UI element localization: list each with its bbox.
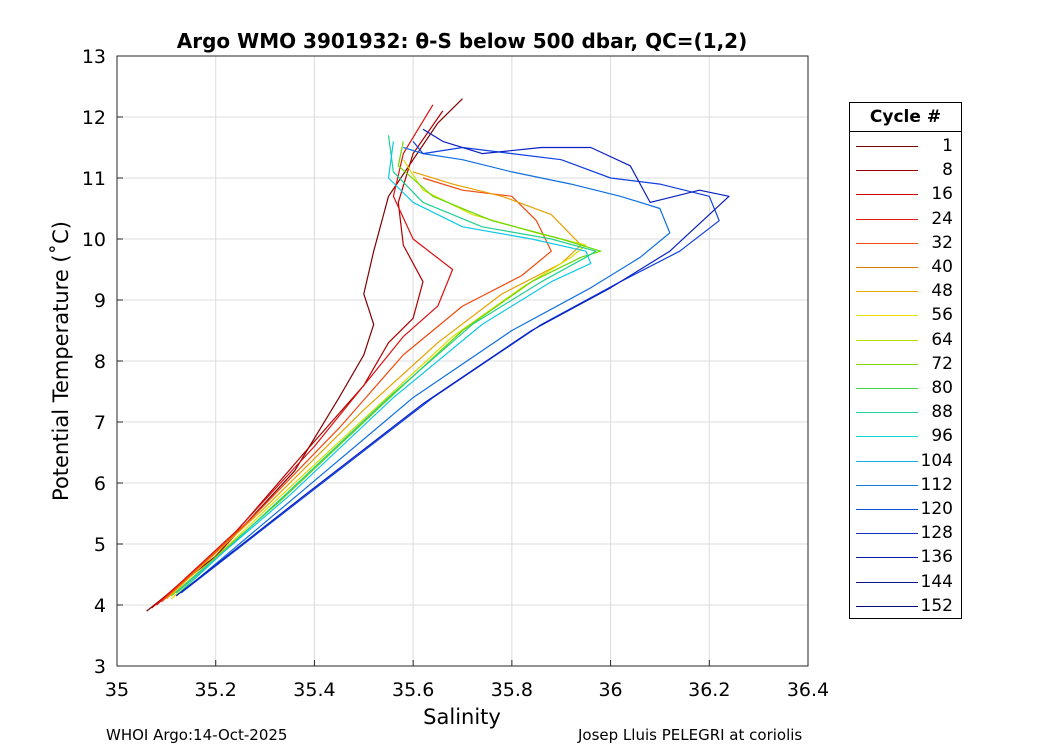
series-line-2: [156, 104, 454, 606]
x-axis-label: Salinity: [423, 705, 501, 729]
legend-entry: 88: [850, 401, 961, 425]
legend-entry: 64: [850, 329, 961, 353]
x-tick-label: 35.2: [195, 679, 237, 701]
legend-swatch: [856, 315, 918, 317]
y-tick-label: 6: [94, 473, 106, 495]
y-tick-label: 5: [94, 534, 106, 556]
legend: Cycle # 1 8 16 24 32 40 48 56 64 72 80 88 96 104 112 12…: [849, 102, 962, 619]
legend-label: 8: [942, 160, 953, 181]
legend-entry: 152: [850, 595, 961, 619]
footer-source: WHOI Argo:14-Oct-2025: [106, 726, 288, 744]
x-tick-label: 35.6: [392, 679, 434, 701]
legend-swatch: [856, 605, 918, 607]
legend-title: Cycle #: [850, 103, 961, 132]
series-layer: [146, 98, 730, 612]
x-tick-label: 35.4: [293, 679, 335, 701]
y-axis-label: Potential Temperature (˚C): [49, 221, 73, 501]
legend-label: 96: [931, 426, 953, 447]
series-line-5: [170, 159, 587, 600]
legend-swatch: [856, 339, 918, 341]
legend-swatch: [856, 460, 918, 462]
legend-label: 24: [931, 208, 953, 229]
legend-entry: 80: [850, 377, 961, 401]
legend-entry: 128: [850, 522, 961, 546]
legend-swatch: [856, 388, 918, 389]
legend-swatch: [856, 557, 918, 559]
legend-label: 72: [931, 353, 953, 374]
legend-entry: 104: [850, 450, 961, 474]
footer-credit: Josep Lluis PELEGRI at coriolis: [578, 726, 803, 744]
legend-entry: 8: [850, 159, 961, 183]
legend-entry: 72: [850, 353, 961, 377]
legend-label: 136: [920, 547, 953, 568]
legend-swatch: [856, 533, 918, 535]
legend-entry: 120: [850, 498, 961, 522]
x-tick-label: 35.8: [491, 679, 533, 701]
legend-entry: 96: [850, 425, 961, 449]
legend-swatch: [856, 363, 918, 365]
legend-label: 120: [920, 499, 953, 519]
legend-label: 1: [942, 136, 953, 156]
legend-label: 88: [931, 402, 953, 423]
y-tick-label: 8: [94, 351, 106, 373]
y-tick-label: 7: [94, 412, 106, 434]
legend-entry: 32: [850, 232, 961, 256]
y-tick-label: 11: [82, 168, 106, 190]
legend-label: 56: [931, 305, 953, 326]
series-line-1: [151, 110, 444, 609]
chart-title: Argo WMO 3901932: θ-S below 500 dbar, QC…: [177, 29, 747, 53]
legend-label: 104: [920, 450, 953, 471]
legend-entry: 48: [850, 280, 961, 304]
legend-swatch: [856, 170, 918, 172]
legend-label: 128: [920, 523, 953, 544]
series-line-9: [180, 146, 671, 594]
legend-label: 80: [931, 378, 953, 398]
x-tick-label: 36.2: [688, 679, 730, 701]
legend-entry: 24: [850, 208, 961, 232]
y-tick-label: 10: [82, 229, 106, 251]
y-tick-label: 3: [94, 656, 106, 678]
series-line-11: [175, 128, 730, 597]
legend-swatch: [856, 484, 918, 486]
series-line-8: [175, 141, 592, 594]
legend-entry: 16: [850, 183, 961, 207]
legend-swatch: [856, 581, 918, 583]
y-tick-label: 9: [94, 290, 106, 312]
legend-entry: 1: [850, 135, 961, 159]
y-tick-label: 12: [82, 107, 106, 129]
series-line-7: [175, 135, 597, 597]
x-tick-label: 36: [598, 679, 622, 701]
legend-swatch: [856, 509, 918, 510]
legend-entry: 136: [850, 546, 961, 570]
legend-entry: 144: [850, 571, 961, 595]
x-tick-label: 36.4: [787, 679, 829, 701]
x-tick-label: 35: [105, 679, 129, 701]
legend-label: 48: [931, 281, 953, 302]
legend-swatch: [856, 242, 918, 244]
legend-label: 32: [931, 232, 953, 253]
legend-label: 112: [920, 474, 953, 495]
y-tick-label: 13: [82, 46, 106, 68]
legend-label: 40: [931, 257, 953, 277]
legend-swatch: [856, 436, 918, 438]
legend-swatch: [856, 412, 918, 414]
legend-swatch: [856, 194, 918, 196]
legend-swatch: [856, 146, 918, 147]
legend-label: 144: [920, 571, 953, 592]
y-tick-label: 4: [94, 595, 106, 617]
legend-swatch: [856, 267, 918, 268]
legend-label: 64: [931, 329, 953, 350]
legend-swatch: [856, 218, 918, 220]
legend-entry: 112: [850, 474, 961, 498]
axis-ticks: 35 35.2 35.4 35.6 35.8 36 36.2 36.4 3 4 5 6 7 8 9 10 11 1…: [82, 46, 829, 701]
legend-label: 152: [920, 595, 953, 616]
legend-swatch: [856, 291, 918, 293]
legend-entry: 40: [850, 256, 961, 280]
series-line-0: [146, 98, 463, 612]
legend-entry: 56: [850, 304, 961, 328]
legend-label: 16: [931, 184, 953, 205]
